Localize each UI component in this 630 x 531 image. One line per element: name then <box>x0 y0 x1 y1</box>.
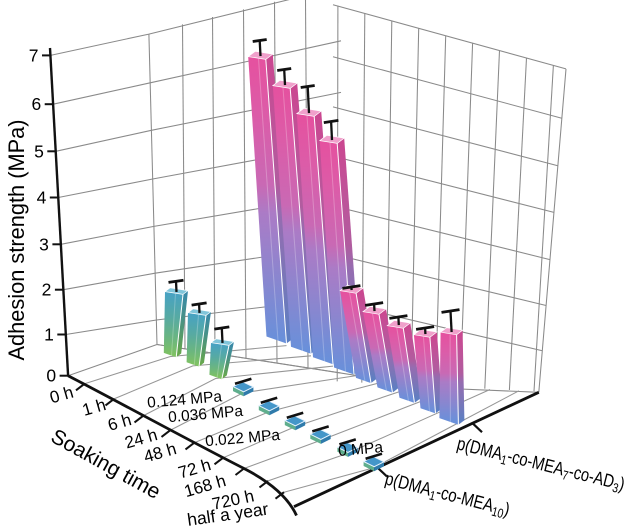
svg-text:1: 1 <box>44 325 54 345</box>
svg-text:5: 5 <box>34 141 44 161</box>
svg-text:0.036 MPa: 0.036 MPa <box>168 403 245 427</box>
svg-text:0.022 MPa: 0.022 MPa <box>205 427 282 451</box>
svg-text:6: 6 <box>31 94 41 114</box>
svg-text:0.124 MPa: 0.124 MPa <box>147 388 224 412</box>
svg-text:0: 0 <box>46 366 56 386</box>
svg-text:Adhesion strength (MPa): Adhesion strength (MPa) <box>4 119 29 360</box>
svg-text:2: 2 <box>42 280 52 300</box>
svg-text:3: 3 <box>39 234 49 254</box>
svg-text:4: 4 <box>37 188 47 208</box>
svg-text:7: 7 <box>29 45 39 65</box>
svg-text:0 MPa: 0 MPa <box>338 439 384 460</box>
